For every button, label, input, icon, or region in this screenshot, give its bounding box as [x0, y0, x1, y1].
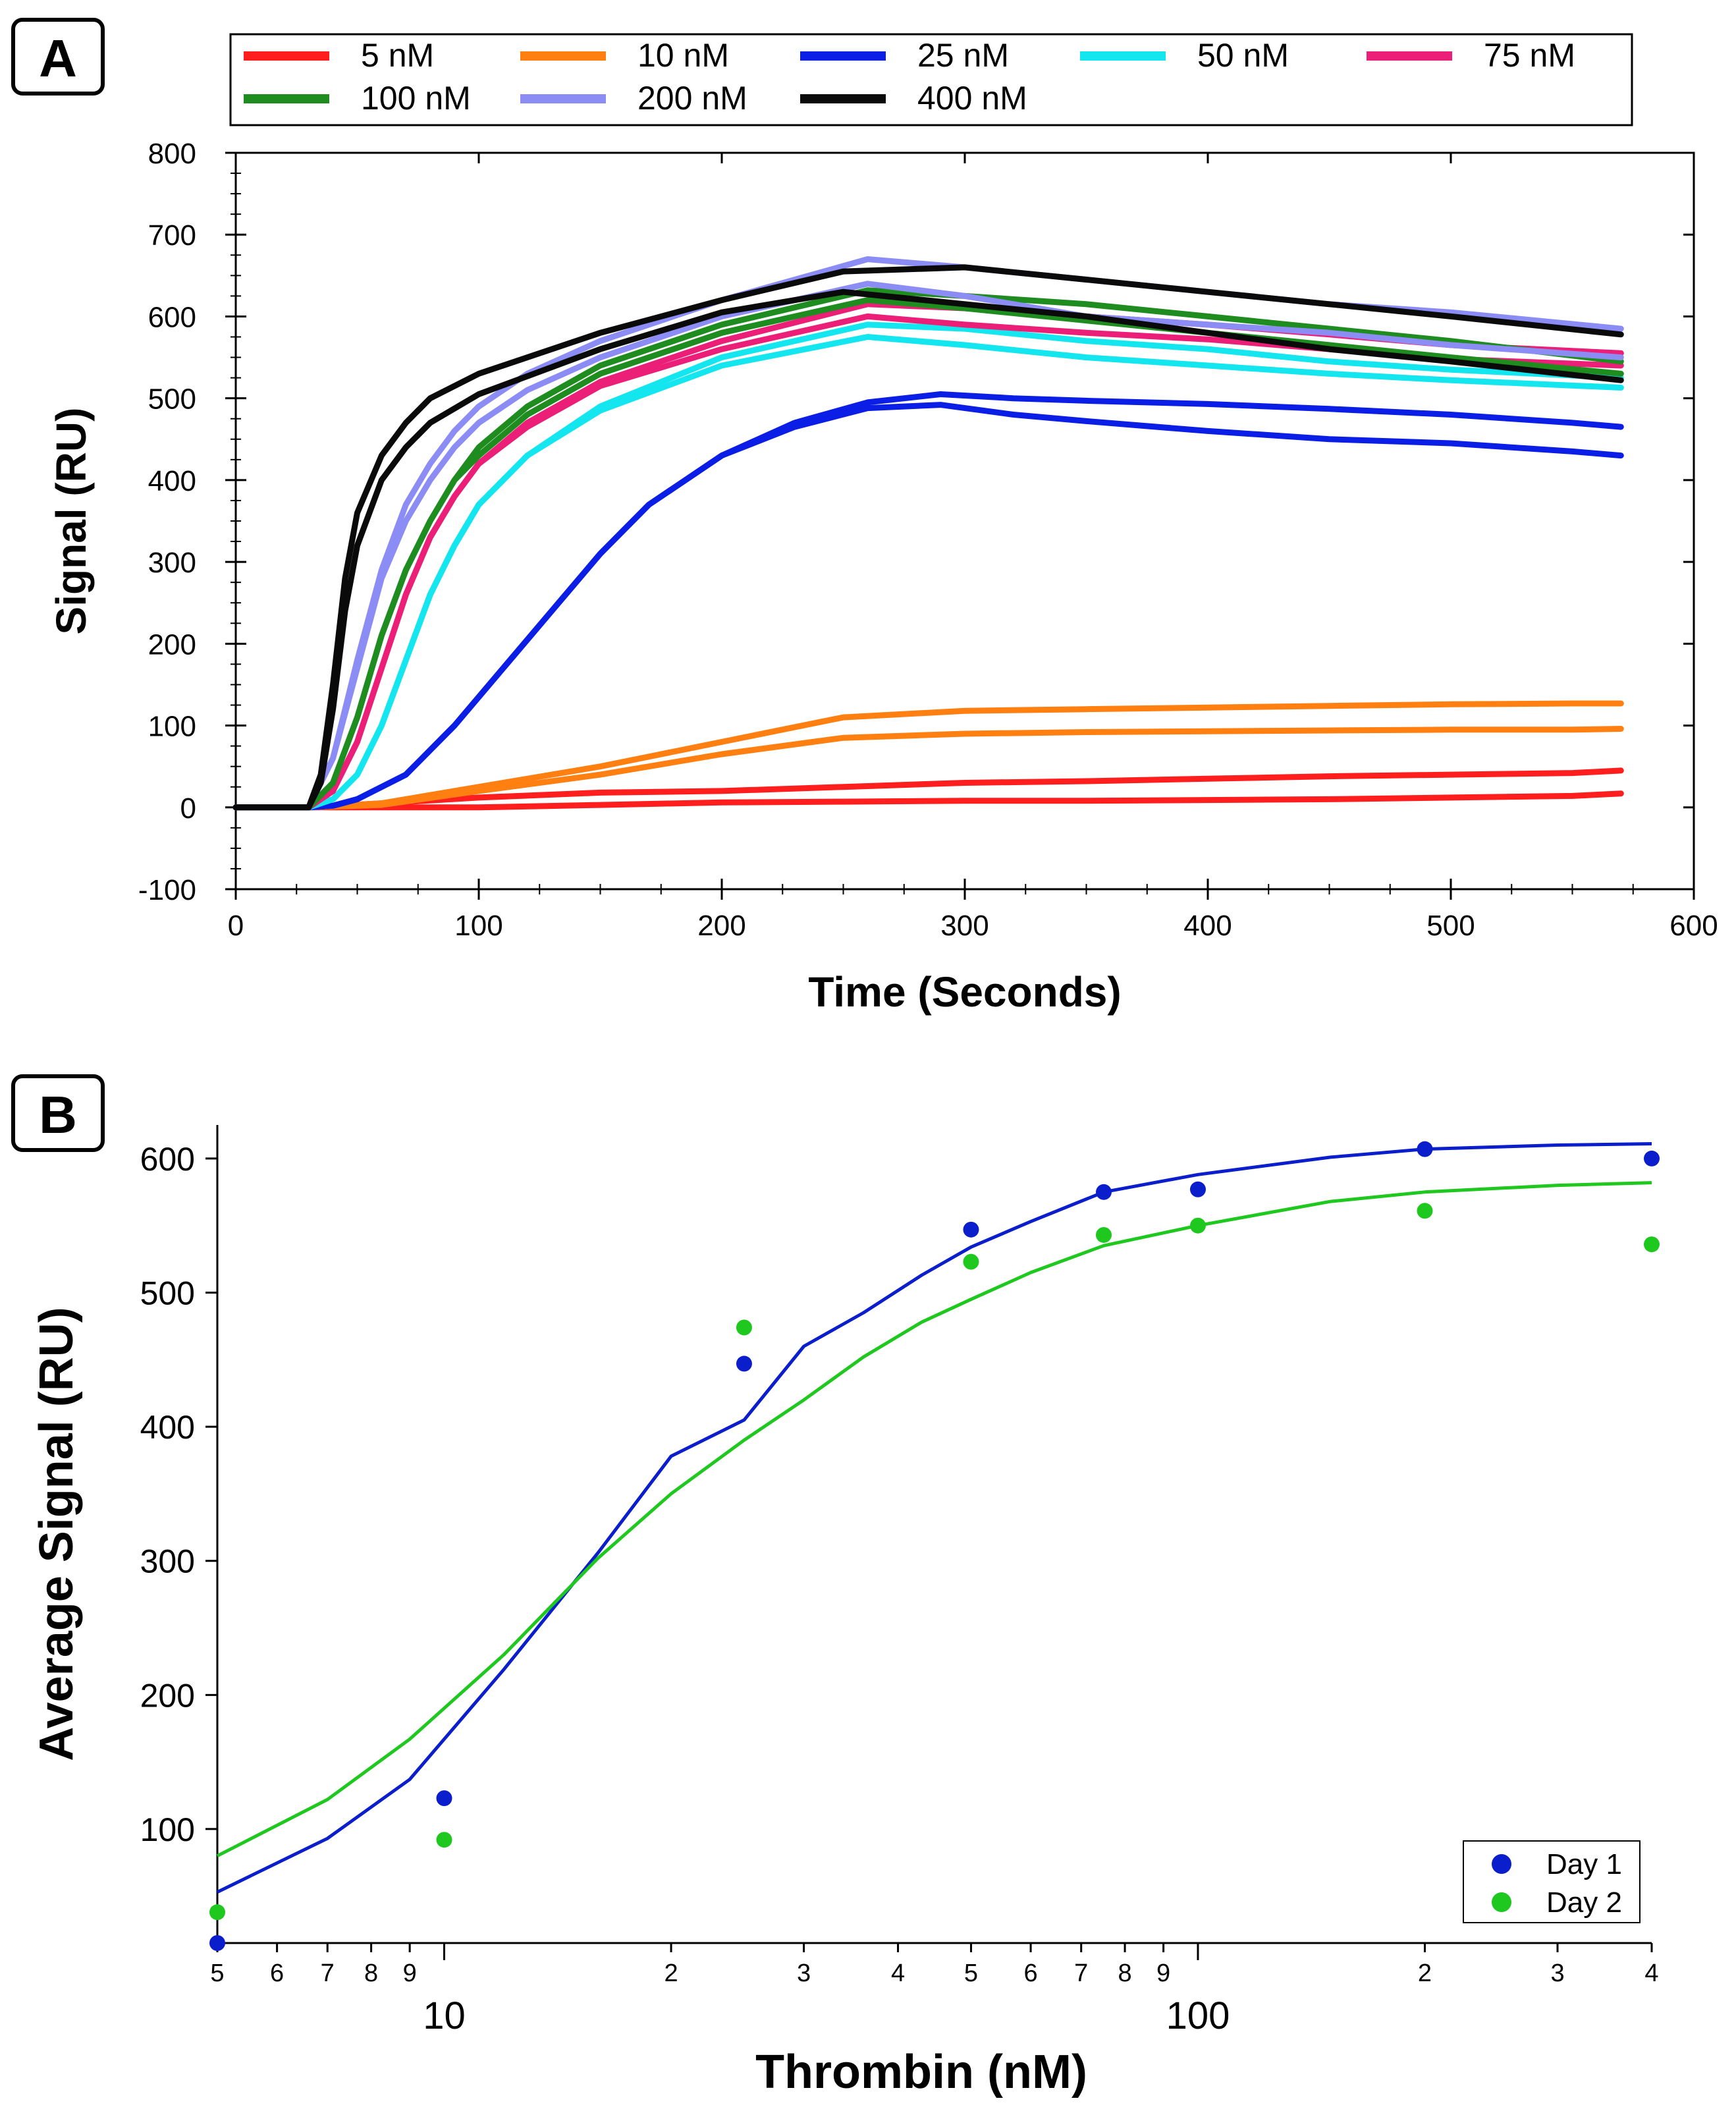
data-point-day-2	[1417, 1203, 1433, 1219]
x-minor-tick-label-b: 7	[1074, 1960, 1088, 1987]
x-axis-title-b: Thrombin (nM)	[755, 2046, 1087, 2098]
y-tick-label-a: 0	[180, 792, 196, 825]
y-tick-label-a: -100	[138, 874, 196, 906]
legend-label-a: 75 nM	[1484, 37, 1575, 74]
y-tick-label-a: 800	[148, 138, 196, 170]
x-axis-title-a: Time (Seconds)	[808, 968, 1121, 1016]
plot-frame-a	[234, 151, 1695, 891]
legend-label-a: 200 nM	[637, 80, 747, 117]
legend-marker-b	[1492, 1854, 1511, 1874]
x-tick-label-a: 600	[1669, 910, 1718, 942]
legend-label-a: 100 nM	[361, 80, 471, 117]
data-point-day-1	[1417, 1141, 1433, 1157]
y-tick-label-a: 600	[148, 301, 196, 333]
legend-frame-b	[1463, 1840, 1641, 1923]
x-minor-tick-label-b: 9	[1156, 1960, 1170, 1987]
x-tick-label-a: 200	[697, 910, 746, 942]
x-minor-tick-label-b: 6	[1024, 1960, 1038, 1987]
x-minor-tick-label-b: 3	[1550, 1960, 1564, 1987]
data-point-day-1	[436, 1790, 452, 1807]
series-line-50-nm	[232, 334, 1624, 811]
fit-curve-day-2	[216, 1181, 1652, 1857]
x-major-tick-label-b: 100	[1166, 1994, 1230, 2037]
data-point-day-2	[963, 1253, 979, 1270]
series-line-10-nm	[232, 700, 1624, 811]
y-tick-label-b: 100	[140, 1811, 195, 1848]
data-point-day-1	[1644, 1150, 1660, 1166]
y-tick-label-a: 400	[148, 465, 196, 497]
y-tick-label-b: 300	[140, 1543, 195, 1580]
legend-label-a: 400 nM	[917, 80, 1027, 117]
data-point-day-2	[436, 1832, 452, 1848]
data-point-day-2	[1095, 1226, 1112, 1243]
panel-label-b: B	[11, 1074, 105, 1152]
y-axis-title-b: Average Signal (RU)	[30, 1307, 83, 1761]
series-line-400-nm	[232, 288, 1624, 811]
legend-label-a: 5 nM	[361, 37, 434, 74]
x-minor-tick-label-b: 4	[1644, 1960, 1658, 1987]
x-tick-label-a: 100	[454, 910, 502, 942]
y-tick-label-b: 400	[140, 1409, 195, 1446]
y-tick-label-a: 200	[148, 628, 196, 661]
y-tick-label-a: 700	[148, 219, 196, 252]
x-tick-label-a: 400	[1183, 910, 1232, 942]
data-point-day-1	[963, 1221, 979, 1238]
series-line-25-nm	[232, 402, 1624, 811]
legend-label-a: 10 nM	[637, 37, 729, 74]
panel-label-a: A	[11, 18, 105, 96]
x-major-tick-label-b: 10	[423, 1994, 466, 2037]
x-minor-tick-label-b: 5	[964, 1960, 978, 1987]
x-minor-tick-label-b: 8	[1118, 1960, 1131, 1987]
chart-a: -100 0 100 200 300 400 500 600 700 800 0 100 200 300 4…	[47, 33, 1718, 1016]
y-axis-title-a: Signal (RU)	[47, 408, 95, 635]
panel-b-text: B	[39, 1085, 77, 1144]
legend-a: 5 nM 10 nM 25 nM 50 nM 75 nM 100 nM 200 nM 400 …	[229, 33, 1633, 126]
y-tick-label-a: 100	[148, 711, 196, 743]
x-tick-label-a: 500	[1426, 910, 1475, 942]
legend-marker-b	[1492, 1892, 1511, 1912]
x-tick-label-a: 300	[940, 910, 989, 942]
x-minor-tick-label-b: 5	[210, 1960, 224, 1987]
series-line-400-nm	[232, 264, 1624, 811]
x-minor-tick-label-b: 6	[270, 1960, 284, 1987]
legend-label-a: 50 nM	[1197, 37, 1289, 74]
panel-a-text: A	[39, 29, 77, 88]
legend-label-b: Day 2	[1546, 1886, 1622, 1919]
x-minor-tick-label-b: 2	[1418, 1960, 1432, 1987]
legend-frame-a	[229, 33, 1633, 126]
x-minor-tick-label-b: 3	[797, 1960, 811, 1987]
legend-b: Day 1 Day 2	[1463, 1840, 1641, 1923]
y-tick-label-b: 600	[140, 1141, 195, 1178]
series-line-5-nm	[232, 790, 1624, 811]
x-minor-tick-label-b: 8	[364, 1960, 378, 1987]
x-minor-tick-label-b: 9	[403, 1960, 417, 1987]
data-point-day-2	[736, 1319, 752, 1336]
data-point-day-2	[1189, 1217, 1206, 1234]
series-line-75-nm	[232, 313, 1624, 811]
legend-label-b: Day 1	[1546, 1848, 1622, 1880]
y-tick-label-a: 500	[148, 383, 196, 416]
x-minor-tick-label-b: 7	[321, 1960, 335, 1987]
data-point-day-1	[736, 1356, 752, 1372]
series-line-10-nm	[232, 726, 1624, 811]
x-tick-label-a: 0	[228, 910, 244, 942]
data-point-day-2	[1644, 1236, 1660, 1253]
fit-curve-day-1	[216, 1142, 1652, 1894]
y-tick-label-b: 500	[140, 1275, 195, 1312]
data-point-day-1	[209, 1935, 225, 1951]
x-minor-tick-label-b: 2	[664, 1960, 678, 1987]
series-line-25-nm	[232, 391, 1624, 811]
y-tick-label-b: 200	[140, 1677, 195, 1714]
y-tick-label-a: 300	[148, 547, 196, 579]
x-minor-tick-label-b: 4	[891, 1960, 905, 1987]
series-line-200-nm	[232, 281, 1624, 811]
legend-label-a: 25 nM	[917, 37, 1009, 74]
data-point-day-1	[1095, 1184, 1112, 1200]
data-point-day-1	[1189, 1181, 1206, 1197]
data-point-day-2	[209, 1904, 225, 1921]
